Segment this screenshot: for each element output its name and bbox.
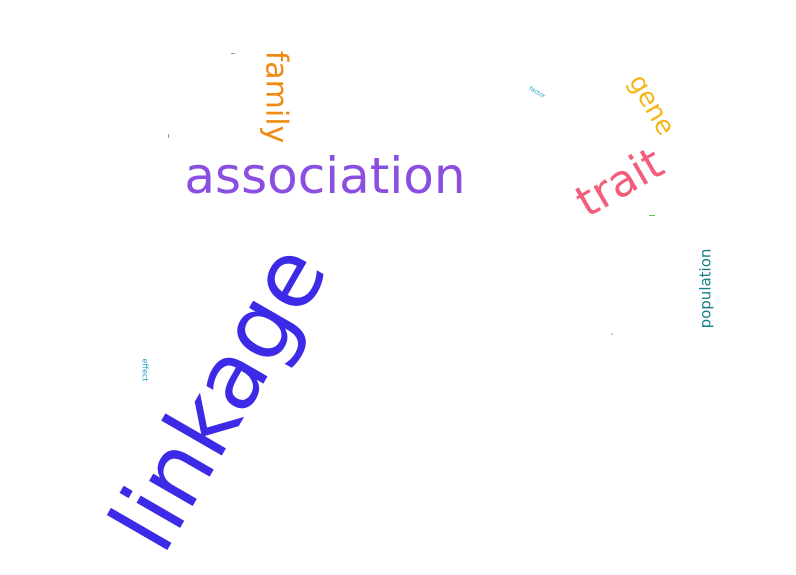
word-association: association bbox=[184, 147, 466, 205]
word-linkage: linkage bbox=[89, 227, 349, 569]
decorative-speck bbox=[649, 214, 655, 216]
word-gene: gene bbox=[621, 69, 681, 141]
decorative-speck bbox=[611, 333, 613, 335]
decorative-speck bbox=[167, 134, 169, 138]
word-factor: factor bbox=[527, 85, 547, 100]
decorative-speck bbox=[231, 52, 235, 54]
word-family: family bbox=[258, 50, 293, 144]
word-population: population bbox=[696, 248, 715, 328]
word-effect: effect bbox=[139, 358, 149, 382]
word-trait: trait bbox=[567, 137, 673, 228]
